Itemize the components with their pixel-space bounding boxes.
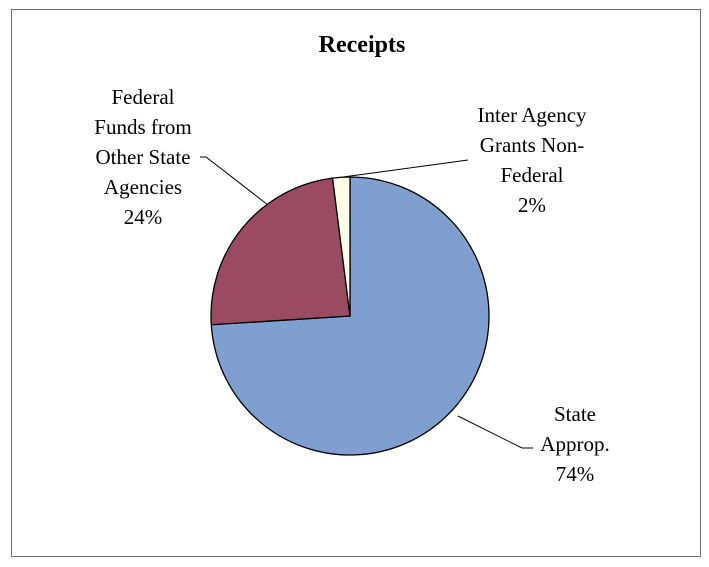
leader-inter-agency	[342, 159, 469, 178]
chart-title: Receipts	[319, 32, 406, 58]
pie-slices	[210, 176, 490, 456]
pie-slice-inter-agency	[331, 176, 351, 317]
slice-label-federal-funds: Federal Funds from Other State Agencies 24%	[94, 85, 191, 229]
leader-state-approp	[457, 415, 533, 449]
slice-label-inter-agency: Inter Agency Grants Non-Federal 2%	[477, 103, 587, 217]
leader-lines	[200, 156, 533, 449]
pie-slice-federal-funds	[210, 177, 351, 326]
slice-labels: State Approp. 74% Federal Funds from Other St…	[94, 85, 609, 486]
slice-label-state-approp: State Approp. 74%	[540, 402, 609, 486]
leader-federal-funds	[200, 156, 269, 206]
